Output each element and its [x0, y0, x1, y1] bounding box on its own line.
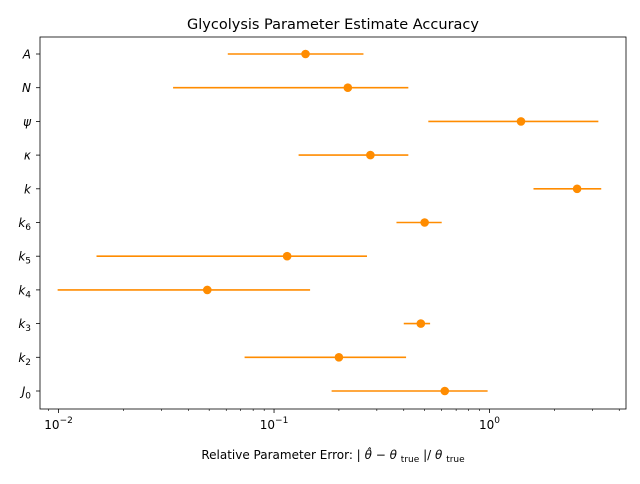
x-tick-exponent: 0 [494, 416, 500, 426]
x-axis-label-theta-hat: θ̂ [365, 446, 373, 462]
x-tick-label: 100 [479, 416, 500, 432]
x-axis-label-sub-true-2: true [446, 455, 465, 465]
y-tick-label-subscript: 6 [25, 223, 31, 233]
x-tick-label: 10−1 [260, 416, 289, 432]
y-tick-label-base: J [20, 385, 26, 399]
y-tick-label-base: κ [24, 149, 32, 163]
x-axis-ticks: 10−2 10−1 100 [44, 409, 620, 432]
y-tick-label: k3 [18, 317, 31, 334]
x-tick-base: 10 [44, 418, 59, 432]
y-tick-label: ψ [23, 115, 32, 129]
x-tick-base: 10 [260, 418, 275, 432]
y-tick-label-subscript: 3 [25, 324, 31, 334]
plot-frame [39, 36, 627, 410]
y-tick-label-base: k [24, 182, 32, 196]
data-point [301, 49, 310, 59]
y-tick-label-base: ψ [23, 115, 32, 129]
y-tick-label: N [22, 81, 31, 95]
y-tick-label: k [24, 182, 32, 196]
y-tick-label-base: A [22, 48, 31, 62]
data-point [440, 386, 450, 396]
data-point [572, 184, 582, 194]
y-tick-label: k5 [18, 250, 31, 267]
data-marks [57, 49, 602, 396]
y-tick-label: κ [24, 149, 32, 163]
y-tick-label: J0 [20, 385, 32, 402]
y-tick-label-base: k [18, 250, 26, 264]
x-axis-label-sub-true: true [401, 455, 420, 465]
data-point [416, 319, 426, 328]
y-tick-label-base: k [18, 216, 26, 230]
y-tick-label-subscript: 2 [25, 358, 31, 368]
y-tick-label: k6 [18, 216, 31, 233]
data-point [516, 117, 526, 126]
x-axis-label-minus: − [376, 448, 390, 462]
y-tick-label-subscript: 5 [25, 257, 31, 267]
data-point [334, 353, 344, 362]
data-point [282, 251, 292, 261]
y-tick-label-base: N [22, 81, 31, 95]
x-axis-label-theta: θ [390, 448, 398, 462]
data-point [420, 218, 429, 227]
x-tick-exponent: −1 [275, 416, 288, 426]
data-point [343, 83, 353, 92]
y-tick-label-base: k [18, 351, 26, 365]
y-tick-label-subscript: 0 [25, 392, 31, 402]
x-axis-label: Relative Parameter Error: | θ̂ − θ true … [201, 446, 465, 465]
y-tick-label: k4 [18, 283, 31, 300]
y-tick-label: A [22, 48, 31, 62]
x-axis-label-slash: |/ [423, 448, 432, 462]
chart-title: Glycolysis Parameter Estimate Accuracy [187, 17, 479, 33]
data-point [202, 285, 212, 295]
x-axis-label-theta-2: θ [435, 448, 443, 462]
y-tick-label-base: k [18, 317, 26, 331]
x-tick-label: 10−2 [44, 416, 73, 432]
x-tick-base: 10 [479, 418, 494, 432]
y-tick-label-base: k [18, 283, 26, 297]
x-axis-label-prefix: Relative Parameter Error: | [201, 448, 360, 462]
data-point [366, 150, 375, 160]
x-tick-exponent: −2 [60, 416, 73, 426]
y-tick-label: k2 [18, 351, 31, 368]
y-tick-label-subscript: 4 [25, 290, 31, 300]
